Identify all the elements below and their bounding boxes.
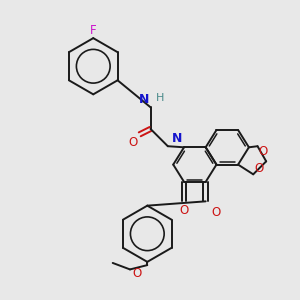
Text: O: O <box>133 267 142 280</box>
Text: O: O <box>254 162 263 176</box>
Text: O: O <box>179 203 189 217</box>
Text: O: O <box>128 136 138 149</box>
Text: H: H <box>156 93 164 103</box>
Text: O: O <box>259 145 268 158</box>
Text: F: F <box>90 23 97 37</box>
Text: N: N <box>172 132 182 145</box>
Text: N: N <box>139 93 149 106</box>
Text: O: O <box>211 206 220 219</box>
